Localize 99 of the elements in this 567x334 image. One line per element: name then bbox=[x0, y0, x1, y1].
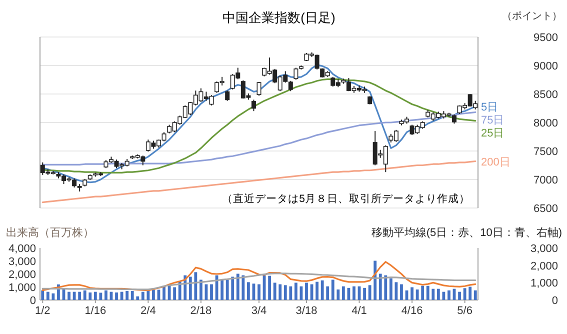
candlestick bbox=[452, 114, 456, 124]
bar bbox=[72, 292, 76, 300]
bar bbox=[421, 286, 424, 300]
bar bbox=[104, 290, 108, 300]
bar bbox=[432, 288, 435, 300]
bar bbox=[273, 282, 276, 300]
x-tick-label: 4/16 bbox=[401, 305, 423, 317]
bar bbox=[231, 276, 234, 300]
y-tick-label: 1,000 bbox=[8, 282, 36, 294]
annotation: （直近データは5月８日、取引所データより作成） bbox=[222, 192, 470, 205]
bar bbox=[94, 292, 97, 300]
bar bbox=[210, 284, 213, 300]
x-tick-label: 1/16 bbox=[84, 305, 106, 317]
y2-axis-title: 移動平均線(5日：赤、10日：青、右軸) bbox=[371, 226, 562, 239]
bar bbox=[52, 293, 55, 300]
bar bbox=[130, 290, 134, 300]
y-tick-label: 8500 bbox=[534, 89, 558, 101]
y-axis-title: 出来高（百万株） bbox=[6, 226, 94, 239]
bar bbox=[146, 290, 150, 300]
line-series bbox=[42, 261, 476, 292]
bar bbox=[220, 280, 224, 300]
bar bbox=[173, 287, 176, 300]
bar bbox=[352, 286, 356, 300]
bar bbox=[336, 289, 340, 300]
bar bbox=[115, 292, 118, 300]
bar bbox=[305, 282, 308, 300]
bar bbox=[194, 272, 198, 300]
bar bbox=[368, 285, 372, 300]
bar bbox=[468, 286, 472, 300]
bar bbox=[268, 276, 272, 300]
series-label: 200日 bbox=[481, 156, 510, 168]
bar bbox=[342, 286, 345, 300]
bar bbox=[88, 292, 92, 300]
x-tick-label: 3/18 bbox=[296, 305, 318, 317]
bar bbox=[162, 286, 166, 300]
bar bbox=[188, 276, 192, 300]
y-tick-label: 7000 bbox=[534, 174, 558, 186]
bar bbox=[436, 288, 440, 300]
x-tick-label: 5/6 bbox=[457, 305, 472, 317]
bar bbox=[463, 288, 466, 300]
bar bbox=[126, 290, 129, 300]
y-axis-title: （ポイント） bbox=[502, 11, 562, 22]
x-tick-label: 2/18 bbox=[190, 305, 212, 317]
line-series bbox=[42, 160, 476, 204]
bar bbox=[378, 274, 382, 300]
bar bbox=[331, 280, 334, 300]
bar bbox=[284, 285, 287, 300]
x-tick-label: 1/2 bbox=[34, 305, 50, 317]
y-tick-label: 7500 bbox=[534, 146, 558, 158]
y-tick-label: 4,000 bbox=[8, 243, 36, 255]
bar bbox=[448, 290, 450, 300]
bar bbox=[389, 278, 392, 300]
bar bbox=[226, 280, 229, 300]
y-tick-label: 0 bbox=[30, 295, 36, 307]
y-tick-label: 3,000 bbox=[8, 256, 36, 268]
series-label: 75日 bbox=[481, 114, 504, 127]
y-tick-label: 2,000 bbox=[8, 269, 36, 281]
bar bbox=[278, 284, 282, 300]
series-label: 25日 bbox=[481, 128, 504, 140]
x-tick-label: 4/1 bbox=[352, 305, 367, 317]
bar bbox=[78, 292, 82, 300]
bar bbox=[294, 282, 298, 300]
bar bbox=[46, 292, 50, 300]
bar bbox=[326, 286, 330, 300]
bar bbox=[320, 280, 324, 300]
bar bbox=[141, 292, 144, 300]
bar bbox=[384, 275, 388, 300]
bar bbox=[316, 282, 318, 300]
bar bbox=[416, 289, 419, 300]
series-label: 5日 bbox=[481, 102, 498, 114]
bar bbox=[152, 290, 155, 300]
bar bbox=[41, 290, 44, 300]
x-tick-label: 3/4 bbox=[251, 305, 267, 317]
bar bbox=[400, 284, 403, 300]
bar bbox=[246, 282, 250, 300]
bar bbox=[442, 292, 446, 300]
chart-title: 中国企業指数(日足) bbox=[222, 10, 336, 25]
bar bbox=[236, 274, 240, 300]
x-tick-label: 2/4 bbox=[140, 305, 156, 317]
bar bbox=[458, 292, 461, 300]
bar bbox=[363, 288, 366, 300]
candlestick bbox=[225, 90, 230, 102]
y-tick-label: 6500 bbox=[534, 203, 558, 215]
bar bbox=[68, 292, 70, 300]
bar bbox=[136, 296, 140, 300]
bar bbox=[83, 290, 86, 300]
y-tick-label: 9000 bbox=[534, 60, 558, 72]
candlestick bbox=[256, 82, 262, 96]
bar bbox=[200, 280, 202, 300]
bar bbox=[410, 287, 414, 300]
y-tick-label: 9500 bbox=[534, 32, 558, 44]
y-tick-label: 8000 bbox=[534, 118, 558, 130]
bar bbox=[474, 290, 477, 300]
bar bbox=[258, 284, 260, 300]
bar bbox=[426, 286, 430, 300]
candlestick bbox=[251, 99, 256, 112]
bar bbox=[242, 275, 245, 300]
bar bbox=[99, 292, 102, 300]
bar bbox=[289, 286, 292, 300]
